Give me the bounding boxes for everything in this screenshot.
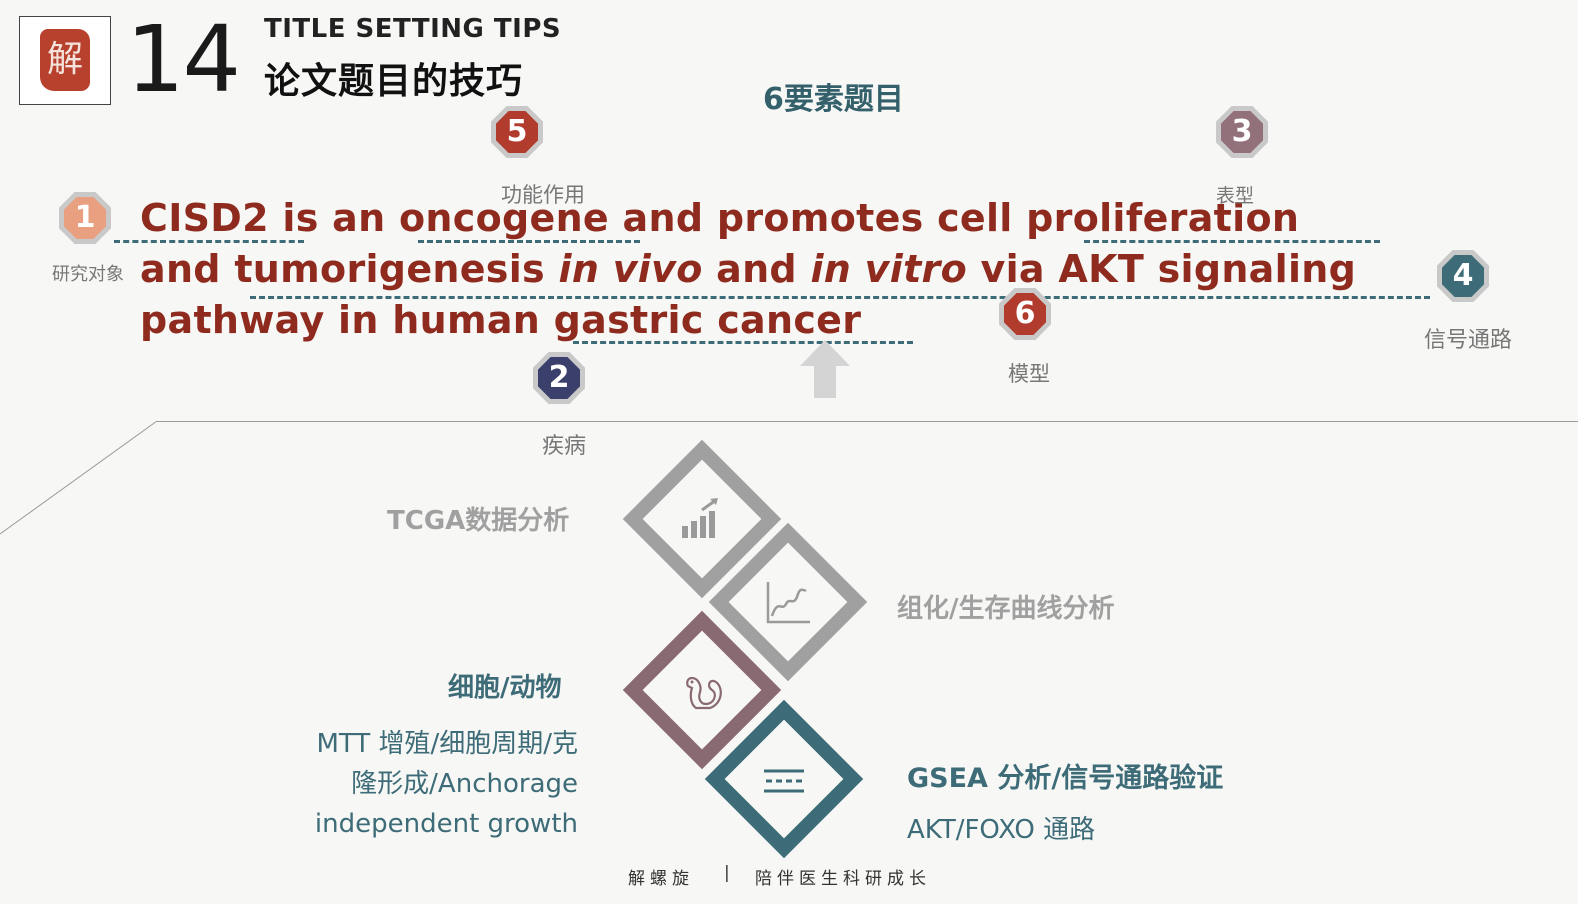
- badge-5: 5: [491, 106, 543, 158]
- title-italic-in-vivo: in vivo: [558, 247, 703, 291]
- analysis-survival-label: 组化/生存曲线分析: [897, 594, 1115, 624]
- badge-3: 3: [1216, 106, 1268, 158]
- underline-disease: [573, 341, 913, 344]
- title-line-1: CISD2 is an oncogene and promotes cell p…: [140, 196, 1300, 240]
- title-line-2: and tumorigenesis in vivo and in vitro v…: [140, 244, 1356, 294]
- section-title-en: TITLE SETTING TIPS: [264, 14, 562, 44]
- title-italic-in-vitro: in vitro: [810, 247, 967, 291]
- title-line-3: pathway in human gastric cancer: [140, 298, 862, 342]
- section-title-cn: 论文题目的技巧: [264, 61, 524, 102]
- title-seg: and: [702, 247, 811, 291]
- up-arrow-icon: [800, 340, 850, 398]
- badge-1: 1: [59, 192, 111, 244]
- title-seg: and tumorigenesis: [140, 247, 559, 291]
- analysis-tcga-label: TCGA数据分析: [387, 506, 570, 536]
- badge-3-label: 表型: [1216, 185, 1255, 207]
- squirrel-icon: [686, 676, 722, 710]
- pathway-icon: [764, 769, 804, 793]
- underline-function: [418, 240, 640, 243]
- badge-6-label: 模型: [1008, 362, 1050, 386]
- footer-brand: 解螺旋: [628, 869, 694, 889]
- footer-slogan: 陪伴医生科研成长: [755, 869, 931, 889]
- page-heading: 6要素题目: [763, 82, 904, 117]
- logo: 解: [19, 16, 111, 105]
- seal-icon: 解: [40, 29, 90, 91]
- analysis-cell-animal-desc: MTT 增殖/细胞周期/克 隆形成/Anchorage independent …: [300, 724, 578, 844]
- analysis-gsea-label: GSEA 分析/信号通路验证: [907, 763, 1224, 794]
- badge-2-label: 疾病: [542, 434, 587, 459]
- desc-line: independent growth: [314, 809, 578, 839]
- desc-line: MTT 增殖/细胞周期/克: [316, 729, 578, 759]
- logo-char: 解: [46, 39, 83, 80]
- badge-4: 4: [1437, 250, 1489, 302]
- badge-2: 2: [533, 352, 585, 404]
- divider-line: [157, 421, 1578, 422]
- badge-5-label: 功能作用: [501, 183, 585, 207]
- title-seg: via AKT signaling: [966, 247, 1357, 291]
- underline-phenotype: [1084, 240, 1380, 243]
- underline-research-object: [114, 240, 304, 243]
- analysis-gsea-desc: AKT/FOXO 通路: [907, 815, 1096, 845]
- badge-6: 6: [999, 288, 1051, 340]
- divider-diagonal: [0, 420, 158, 535]
- footer-divider: |: [724, 863, 735, 883]
- section-number: 14: [126, 6, 241, 113]
- line-chart-icon: [766, 582, 810, 624]
- desc-line: 隆形成/Anchorage: [351, 769, 578, 799]
- badge-1-label: 研究对象: [52, 264, 124, 285]
- badge-4-label: 信号通路: [1424, 328, 1513, 353]
- underline-line2: [250, 296, 1430, 299]
- analysis-cell-animal-label: 细胞/动物: [448, 673, 562, 703]
- bar-chart-icon: [682, 498, 718, 538]
